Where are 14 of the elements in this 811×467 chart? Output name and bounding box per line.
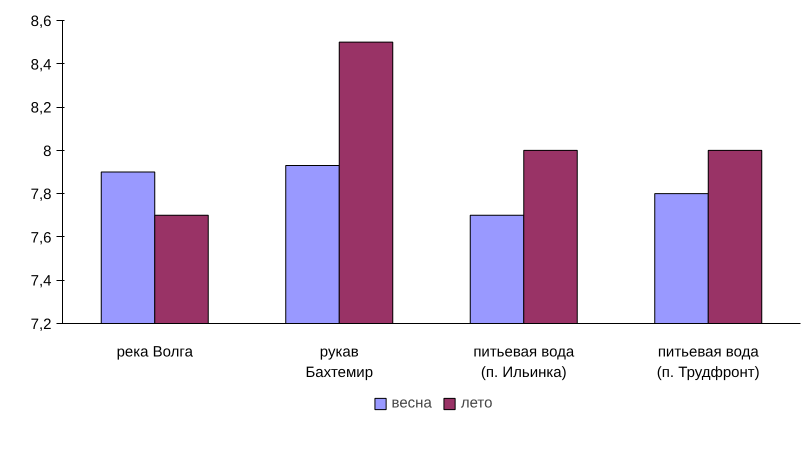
legend-label: лето (460, 394, 492, 412)
x-tick-label: река Волга (116, 344, 194, 360)
y-tick-label: 7,2 (30, 316, 52, 333)
x-tick-label: питьевая вода (п. Ильинка) (473, 344, 575, 381)
y-tick-label: 8,4 (30, 56, 52, 74)
legend-label: весна (392, 394, 432, 412)
y-tick-label: 8 (43, 142, 52, 160)
y-tick-label: 8,2 (30, 100, 52, 117)
y-tick-label: 7,4 (30, 272, 52, 290)
x-tick-label: рукав Бахтемир (305, 344, 374, 381)
y-tick-label: 8,6 (30, 13, 52, 30)
y-tick-label: 7,8 (30, 186, 52, 204)
x-tick-label: питьевая вода (п. Трудфронт) (656, 344, 760, 381)
y-tick-label: 7,6 (30, 229, 52, 246)
